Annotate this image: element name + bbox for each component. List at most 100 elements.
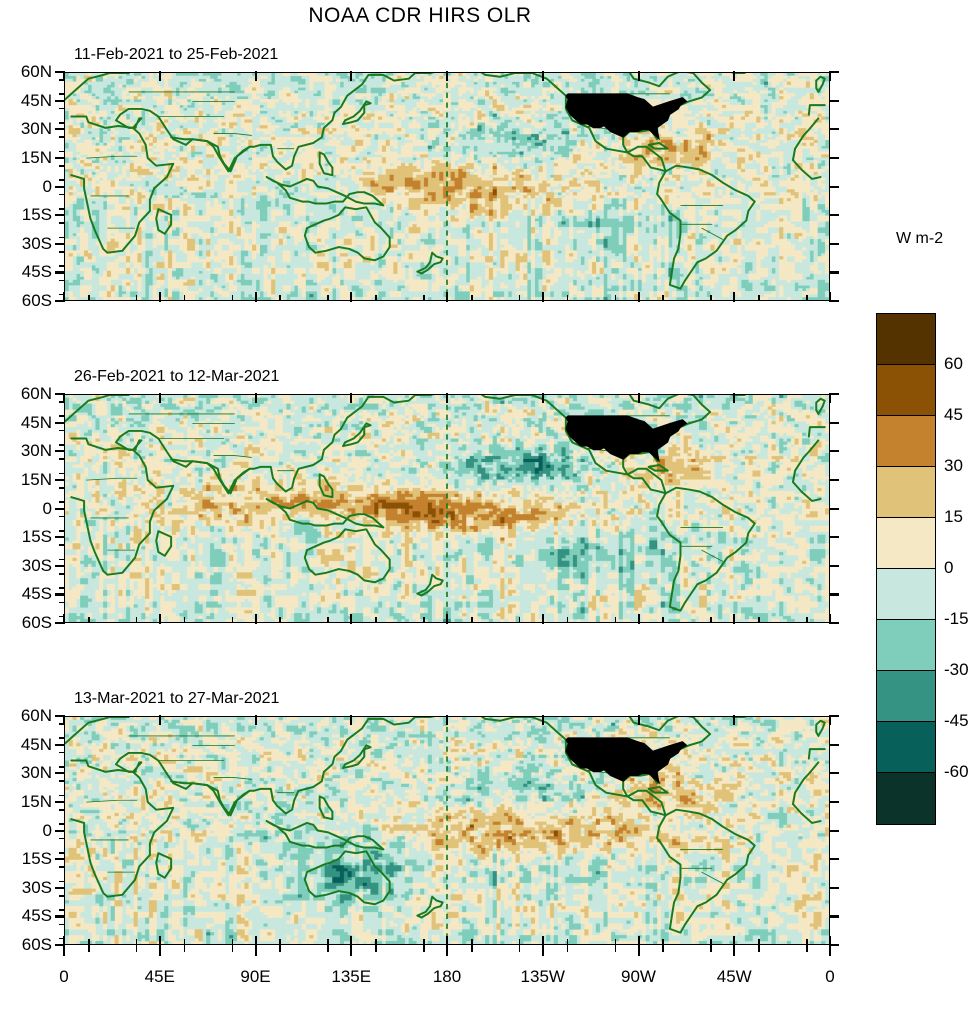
y-minor-tick — [59, 179, 65, 181]
x-minor-tick — [806, 295, 808, 301]
colorbar-tick-label: -15 — [944, 609, 969, 628]
y-minor-tick — [59, 501, 65, 503]
x-minor-tick — [662, 617, 665, 623]
y-minor-tick — [59, 401, 65, 403]
y-tick-mark — [55, 128, 65, 131]
x-axis-tick — [63, 945, 66, 956]
y-minor-tick — [59, 558, 65, 561]
x-axis-minor-tick — [231, 945, 234, 952]
x-tick-mark — [733, 614, 736, 624]
x-minor-tick — [758, 617, 760, 623]
y-tick-mark-right — [829, 772, 839, 775]
y-minor-tick — [59, 909, 65, 911]
y-tick-label: 15S — [21, 849, 52, 869]
y-tick-label: 15N — [20, 469, 52, 489]
x-tick-mark — [63, 393, 66, 403]
y-tick-mark-right — [829, 271, 839, 274]
y-minor-tick — [59, 193, 65, 196]
y-tick-mark — [55, 71, 65, 74]
x-axis: 0 45E 90E 135E 180 135W 90W 45W 0 — [59, 945, 835, 1005]
x-minor-tick — [279, 939, 282, 945]
x-tick-mark — [158, 393, 161, 403]
x-tick-mark — [733, 715, 736, 725]
x-minor-tick — [423, 295, 425, 301]
map-panel-0[interactable] — [64, 72, 830, 301]
y-minor-tick — [59, 150, 65, 153]
x-tick-mark — [254, 715, 257, 725]
x-minor-tick — [662, 939, 665, 945]
x-minor-tick — [375, 617, 377, 623]
y-tick-mark — [55, 915, 65, 918]
x-tick-label: 135E — [331, 967, 372, 986]
units-label: W m-2 — [896, 230, 944, 247]
y-tick-mark — [55, 858, 65, 861]
x-tick-mark — [63, 71, 66, 81]
x-tick-mark — [733, 936, 736, 946]
y-tick-mark-right — [829, 886, 839, 889]
y-tick-mark-right — [829, 214, 839, 217]
colorbar-band-4 — [877, 518, 935, 569]
x-tick-mark — [637, 71, 640, 81]
x-axis-tick — [829, 945, 832, 956]
colorbar-band-8 — [877, 722, 935, 773]
y-tick-mark-right — [829, 156, 839, 160]
map-panel-1[interactable] — [64, 394, 830, 623]
colorbar — [876, 313, 936, 825]
x-axis-minor-tick — [183, 945, 186, 952]
y-tick-label: 60S — [21, 291, 52, 310]
y-minor-tick — [59, 472, 65, 475]
x-minor-tick — [87, 295, 90, 301]
x-tick-mark — [541, 393, 544, 403]
y-tick-label: 30N — [20, 441, 52, 461]
x-minor-tick — [806, 617, 808, 623]
y-tick-mark — [55, 421, 65, 424]
x-tick-mark — [446, 936, 449, 946]
y-tick-label: 45N — [20, 90, 52, 110]
x-axis-minor-tick — [806, 945, 808, 952]
y-tick-mark-right — [829, 536, 839, 539]
x-axis-minor-tick — [135, 945, 138, 952]
y-tick-mark-right — [829, 944, 839, 947]
x-tick-mark — [446, 614, 449, 624]
x-tick-mark — [829, 614, 832, 624]
y-tick-label: 0 — [42, 498, 52, 518]
x-minor-tick — [470, 939, 473, 945]
y-minor-tick — [59, 923, 65, 926]
x-tick-mark — [350, 614, 353, 624]
x-minor-tick — [518, 939, 521, 945]
y-minor-tick — [59, 515, 65, 518]
x-axis-minor-tick — [87, 945, 90, 952]
x-axis-minor-tick — [327, 945, 329, 952]
x-tick-mark — [350, 292, 353, 302]
y-tick-mark-right — [829, 242, 839, 245]
x-tick-mark — [637, 715, 640, 725]
y-minor-tick — [59, 851, 65, 854]
y-tick-mark-right — [829, 99, 839, 102]
y-tick-mark — [55, 393, 65, 396]
y-minor-tick — [59, 544, 65, 546]
x-tick-label: 45W — [716, 967, 752, 986]
panel-title-1: 26-Feb-2021 to 12-Mar-2021 — [74, 368, 280, 385]
colorbar-tick-label: 60 — [944, 354, 963, 373]
x-minor-tick — [135, 617, 138, 623]
y-tick-mark-right — [829, 300, 839, 303]
y-minor-tick — [59, 79, 65, 81]
map-panel-2[interactable] — [64, 716, 830, 945]
y-minor-tick — [59, 572, 65, 575]
y-tick-mark-right — [829, 507, 839, 510]
x-minor-tick — [614, 939, 617, 945]
x-tick-mark — [733, 292, 736, 302]
colorbar-tick-label: -30 — [944, 660, 969, 679]
y-tick-mark-right — [829, 858, 839, 861]
y-tick-mark-right — [829, 829, 839, 832]
y-minor-tick — [59, 737, 65, 740]
colorbar-band-7 — [877, 671, 935, 722]
y-tick-mark — [55, 214, 65, 217]
x-tick-mark — [541, 936, 544, 946]
x-minor-tick — [758, 939, 760, 945]
y-tick-label: 60N — [20, 62, 52, 81]
x-minor-tick — [423, 617, 425, 623]
y-tick-label: 60S — [21, 935, 52, 954]
x-minor-tick — [566, 295, 569, 301]
